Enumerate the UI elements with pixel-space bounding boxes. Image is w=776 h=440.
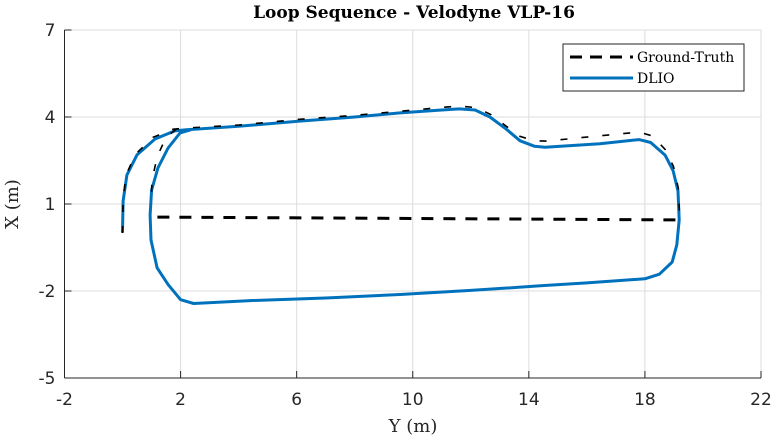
y-tick-label: -5 <box>39 369 56 389</box>
y-tick-label: -2 <box>39 282 56 302</box>
x-axis-label: Y (m) <box>388 416 438 437</box>
chart-title: Loop Sequence - Velodyne VLP-16 <box>253 3 575 23</box>
x-tick-label: 2 <box>175 390 186 410</box>
series-ground-truth-line <box>121 105 681 234</box>
x-tick-label: -2 <box>56 390 73 410</box>
legend-dlio-label: DLIO <box>637 71 675 87</box>
legend: Ground-Truth DLIO <box>562 43 745 92</box>
x-tick-label: 18 <box>634 390 656 410</box>
y-tick-label: 1 <box>45 195 56 215</box>
x-tick-label: 14 <box>518 390 540 410</box>
y-axis-label: X (m) <box>2 179 23 229</box>
series-layer <box>121 105 681 305</box>
legend-box <box>562 43 745 92</box>
y-tick-label: 4 <box>45 108 56 128</box>
x-tick-label: 10 <box>402 390 424 410</box>
series-ground-truth-line <box>150 128 177 205</box>
series-dlio-line <box>121 107 681 305</box>
x-tick-label: 6 <box>291 390 302 410</box>
x-tick-label: 22 <box>750 390 772 410</box>
series-ground-truth-line <box>157 215 680 222</box>
legend-ground-truth-label: Ground-Truth <box>637 50 734 66</box>
y-tick-label: 7 <box>45 21 56 41</box>
